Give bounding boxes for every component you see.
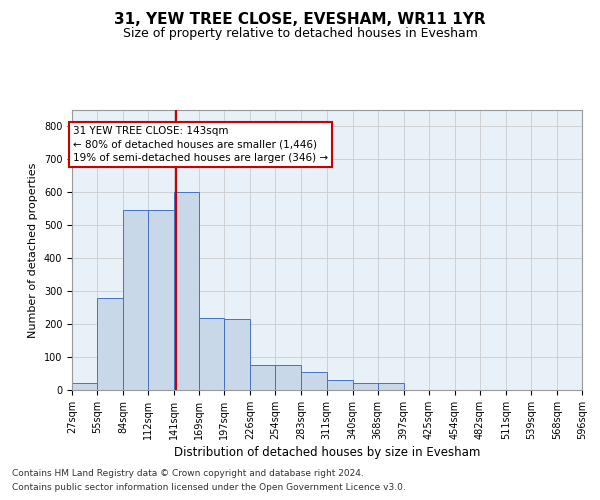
Text: Contains HM Land Registry data © Crown copyright and database right 2024.: Contains HM Land Registry data © Crown c… [12, 468, 364, 477]
Bar [224, 319, 250, 390]
Bar [377, 384, 404, 390]
Text: Size of property relative to detached houses in Evesham: Size of property relative to detached ho… [122, 28, 478, 40]
Bar [174, 192, 199, 390]
Bar [199, 318, 224, 390]
Bar [72, 384, 97, 390]
Bar [301, 372, 326, 390]
Bar [326, 380, 353, 390]
Bar [97, 298, 123, 390]
Text: 31 YEW TREE CLOSE: 143sqm
← 80% of detached houses are smaller (1,446)
19% of se: 31 YEW TREE CLOSE: 143sqm ← 80% of detac… [73, 126, 328, 163]
Text: Contains public sector information licensed under the Open Government Licence v3: Contains public sector information licen… [12, 484, 406, 492]
X-axis label: Distribution of detached houses by size in Evesham: Distribution of detached houses by size … [174, 446, 480, 459]
Bar [123, 210, 148, 390]
Text: 31, YEW TREE CLOSE, EVESHAM, WR11 1YR: 31, YEW TREE CLOSE, EVESHAM, WR11 1YR [114, 12, 486, 28]
Bar [250, 366, 275, 390]
Bar [148, 210, 174, 390]
Bar [275, 366, 301, 390]
Y-axis label: Number of detached properties: Number of detached properties [28, 162, 38, 338]
Bar [353, 384, 377, 390]
